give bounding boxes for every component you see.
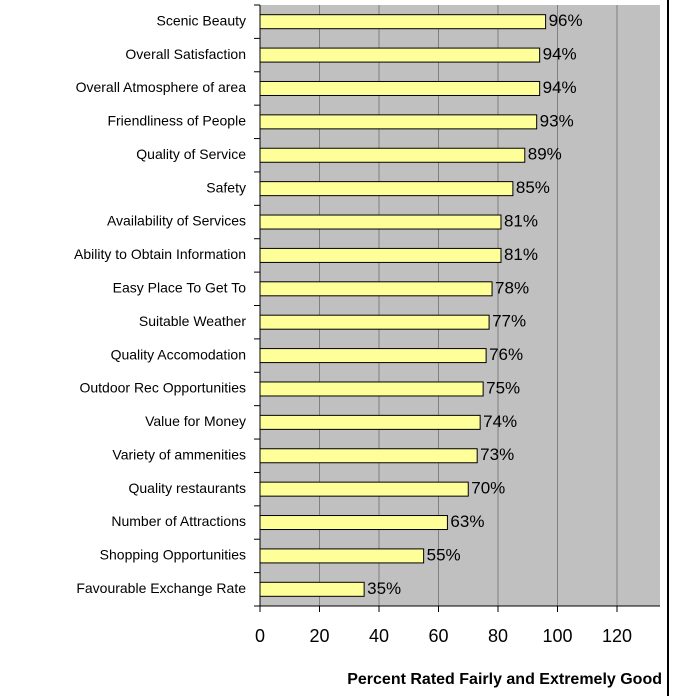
y-tick-label: Safety xyxy=(206,179,246,195)
bar xyxy=(259,47,541,63)
bar xyxy=(259,448,478,464)
x-tick-label: 60 xyxy=(428,626,448,646)
bar xyxy=(259,548,425,564)
bar xyxy=(259,114,538,130)
bar xyxy=(259,381,484,397)
value-label: 89% xyxy=(528,145,562,164)
x-tick-label: 40 xyxy=(369,626,389,646)
value-label: 74% xyxy=(483,412,517,431)
y-tick-label: Outdoor Rec Opportunities xyxy=(79,380,246,396)
y-tick-label: Variety of ammenities xyxy=(112,446,246,462)
y-tick-label: Easy Place To Get To xyxy=(113,280,247,296)
y-tick-label: Scenic Beauty xyxy=(157,12,247,28)
bar xyxy=(259,281,493,297)
bar xyxy=(259,80,541,96)
value-label: 96% xyxy=(549,11,583,30)
x-tick-label: 120 xyxy=(602,626,632,646)
y-tick-label: Ability to Obtain Information xyxy=(74,246,246,262)
x-tick-label: 80 xyxy=(488,626,508,646)
y-tick-label: Number of Attractions xyxy=(111,513,246,529)
value-label: 85% xyxy=(516,178,550,197)
value-label: 63% xyxy=(450,512,484,531)
bar xyxy=(259,181,514,197)
y-tick-label: Friendliness of People xyxy=(107,113,246,129)
value-label: 75% xyxy=(486,378,520,397)
value-label: 93% xyxy=(540,111,574,130)
y-tick-label: Quality Accomodation xyxy=(111,346,246,362)
bar xyxy=(259,314,490,330)
y-tick-label: Quality of Service xyxy=(136,146,246,162)
value-label: 77% xyxy=(492,312,526,331)
bar xyxy=(259,515,448,531)
value-label: 76% xyxy=(489,345,523,364)
y-tick-label: Overall Satisfaction xyxy=(125,46,246,62)
value-label: 81% xyxy=(504,245,538,264)
value-label: 73% xyxy=(480,445,514,464)
value-label: 70% xyxy=(471,479,505,498)
x-axis-title: Percent Rated Fairly and Extremely Good xyxy=(347,671,662,688)
bar xyxy=(259,481,469,497)
bar xyxy=(259,581,365,597)
y-tick-label: Shopping Opportunities xyxy=(100,547,246,563)
y-tick-label: Overall Atmosphere of area xyxy=(76,79,247,95)
bar xyxy=(259,147,526,163)
bar xyxy=(259,348,487,364)
value-label: 78% xyxy=(495,278,529,297)
value-label: 94% xyxy=(543,78,577,97)
x-tick-label: 100 xyxy=(542,626,572,646)
plot-area xyxy=(260,5,660,606)
x-tick-label: 0 xyxy=(255,626,265,646)
y-tick-label: Favourable Exchange Rate xyxy=(76,580,246,596)
bar xyxy=(259,414,481,430)
bar xyxy=(259,14,547,30)
y-tick-label: Quality restaurants xyxy=(129,480,247,496)
y-tick-label: Suitable Weather xyxy=(139,313,246,329)
value-label: 35% xyxy=(367,579,401,598)
y-tick-label: Value for Money xyxy=(145,413,246,429)
value-label: 94% xyxy=(543,45,577,64)
x-tick-label: 20 xyxy=(309,626,329,646)
bar xyxy=(259,214,502,230)
value-label: 81% xyxy=(504,212,538,231)
y-tick-label: Availability of Services xyxy=(107,213,246,229)
value-label: 55% xyxy=(427,545,461,564)
bar xyxy=(259,247,502,263)
